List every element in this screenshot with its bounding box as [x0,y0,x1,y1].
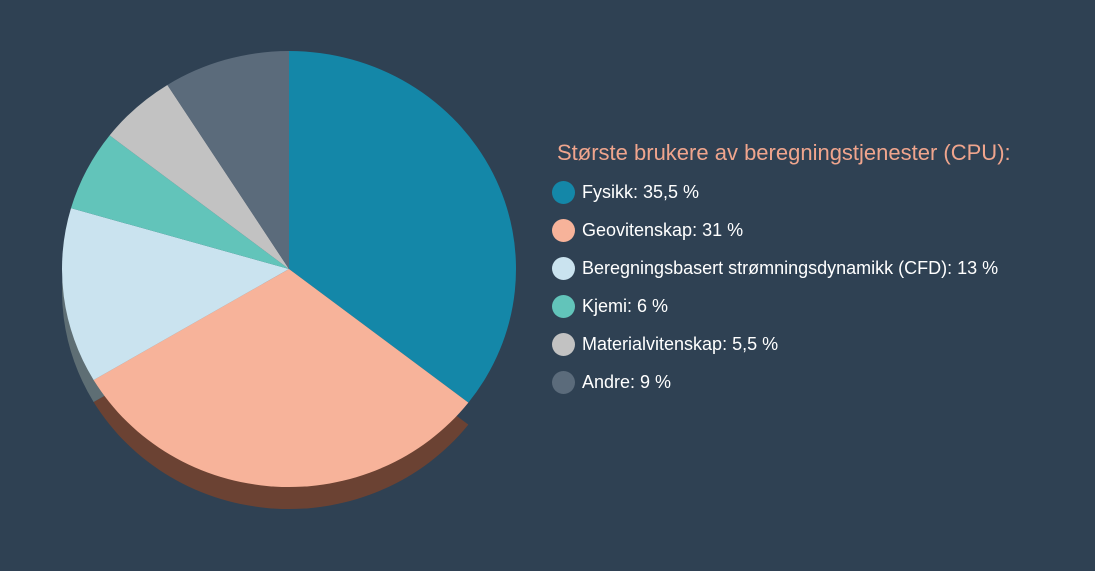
legend-swatch [552,180,575,204]
legend-swatch [552,218,575,242]
chart-title: Største brukere av beregningstjenester (… [557,140,1011,165]
legend-label: Kjemi: 6 % [582,295,669,316]
legend-label: Beregningsbasert strømningsdynamikk (CFD… [582,257,999,278]
legend-item-beregningsbasert-stromningsdynamikk-cfd: Beregningsbasert strømningsdynamikk (CFD… [552,249,1072,287]
pie-slices [61,50,517,488]
legend-item-kjemi: Kjemi: 6 % [552,287,1072,325]
legend-label: Andre: 9 % [582,371,672,392]
legend-swatch [552,370,575,394]
legend-swatch [552,256,575,280]
pie-slice-beregningsbasert-stromningsdynamikk-cfd [61,208,289,380]
legend-label: Fysikk: 35,5 % [582,181,700,202]
legend: Største brukere av beregningstjenester (… [552,140,1072,401]
pie-slice-fysikk [289,50,517,403]
pie-slice-materialvitenskap [109,84,289,269]
legend-item-geovitenskap: Geovitenskap: 31 % [552,211,1072,249]
legend-item-andre: Andre: 9 % [552,363,1072,401]
pie-slice-geovitenskap [93,269,469,488]
legend-label: Materialvitenskap: 5,5 % [582,333,779,354]
legend-item-materialvitenskap: Materialvitenskap: 5,5 % [552,325,1072,363]
legend-label: Geovitenskap: 31 % [582,219,744,240]
legend-item-fysikk: Fysikk: 35,5 % [552,173,1072,211]
pie-slice-andre [167,51,289,269]
legend-list: Fysikk: 35,5 % Geovitenskap: 31 % Beregnin… [552,173,1072,401]
pie-slice-kjemi [71,135,289,269]
legend-swatch [552,332,575,356]
legend-swatch [552,294,575,318]
